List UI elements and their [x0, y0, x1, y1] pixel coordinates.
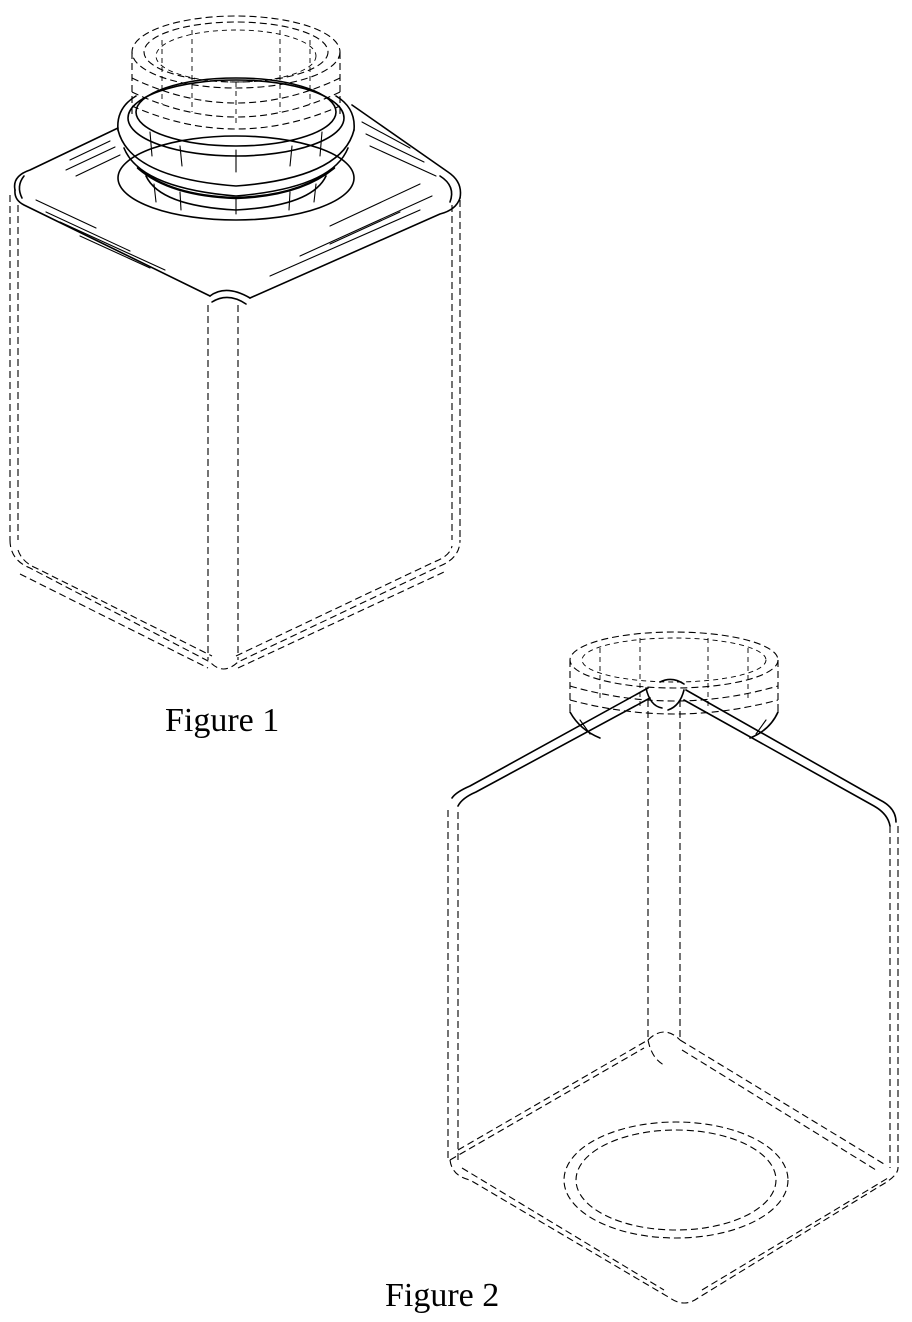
figure-1-body — [10, 195, 460, 669]
figure-2-caption: Figure 2 — [385, 1279, 499, 1313]
figure-1-bottle — [10, 16, 461, 669]
figure-1-caption: Figure 1 — [165, 704, 279, 738]
figure-1-neck — [118, 16, 354, 220]
figure-2-neck — [570, 632, 778, 738]
figure-2-body — [448, 700, 898, 1303]
figure-2-bottle — [448, 632, 898, 1303]
figure-1-shoulder — [15, 105, 461, 304]
